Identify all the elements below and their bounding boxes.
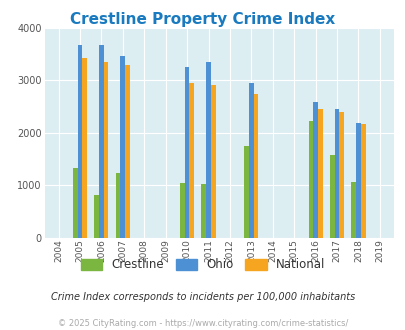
Bar — [201, 183, 206, 238]
Text: Crime Index corresponds to incidents per 100,000 inhabitants: Crime Index corresponds to incidents per… — [51, 292, 354, 302]
Bar — [248, 83, 253, 238]
Bar — [120, 56, 125, 238]
Bar — [317, 109, 322, 238]
Text: © 2025 CityRating.com - https://www.cityrating.com/crime-statistics/: © 2025 CityRating.com - https://www.city… — [58, 319, 347, 328]
Bar — [334, 109, 339, 238]
Bar — [253, 94, 258, 238]
Legend: Crestline, Ohio, National: Crestline, Ohio, National — [80, 258, 325, 271]
Bar — [99, 45, 104, 238]
Bar — [355, 123, 360, 238]
Bar — [329, 155, 334, 238]
Bar — [210, 84, 215, 238]
Bar — [339, 112, 343, 238]
Bar — [313, 102, 317, 238]
Bar — [308, 121, 313, 238]
Bar — [94, 195, 99, 238]
Bar — [179, 182, 184, 238]
Text: Crestline Property Crime Index: Crestline Property Crime Index — [70, 12, 335, 26]
Bar — [104, 62, 108, 238]
Bar — [73, 168, 77, 238]
Bar — [206, 62, 210, 238]
Bar — [77, 45, 82, 238]
Bar — [82, 58, 87, 238]
Bar — [189, 83, 194, 238]
Bar — [184, 67, 189, 238]
Bar — [360, 124, 364, 238]
Bar — [351, 182, 355, 238]
Bar — [125, 65, 130, 238]
Bar — [244, 146, 248, 238]
Bar — [115, 173, 120, 238]
